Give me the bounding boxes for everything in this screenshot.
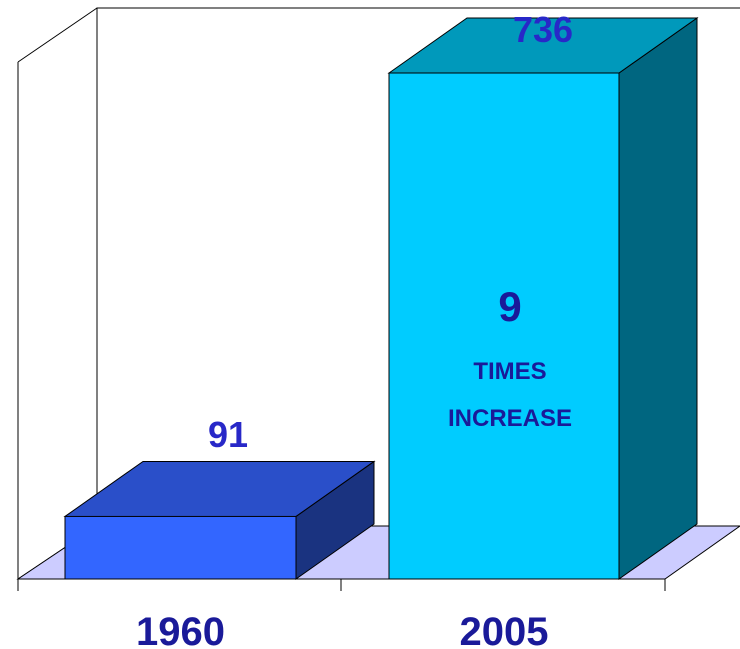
value-label-1960: 91	[208, 414, 248, 455]
category-label-2005: 2005	[460, 610, 549, 649]
bar-2005-side	[618, 17, 698, 580]
labels-group: 1960 2005 91 736 9 TIMES INCREASE	[136, 9, 573, 649]
bar-1960-front	[64, 515, 297, 580]
bar-2005-front	[388, 72, 620, 580]
bar-1960	[63, 460, 376, 580]
bars-group	[63, 17, 699, 580]
annotation-number: 9	[498, 283, 521, 330]
annotation-line1: TIMES	[473, 358, 546, 385]
category-label-1960: 1960	[136, 610, 225, 649]
value-label-2005: 736	[513, 9, 573, 50]
bar-2005	[387, 17, 699, 580]
annotation-line2: INCREASE	[448, 405, 572, 432]
